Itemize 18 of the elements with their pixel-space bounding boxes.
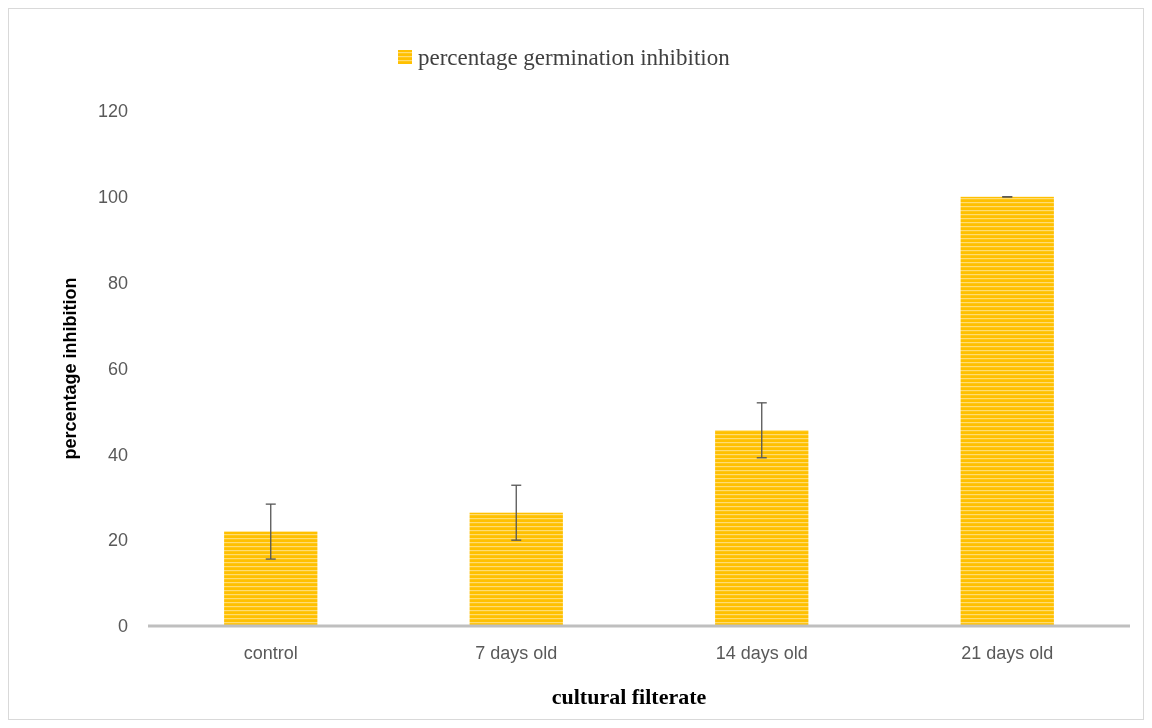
x-tick-label: 7 days old bbox=[475, 643, 558, 663]
x-axis-title: cultural filterate bbox=[551, 684, 707, 709]
x-tick-label: control bbox=[243, 643, 298, 663]
y-tick-label: 80 bbox=[107, 272, 128, 293]
legend-label: percentage germination inhibition bbox=[418, 45, 731, 71]
y-tick-label: 40 bbox=[107, 444, 128, 465]
bar bbox=[224, 531, 318, 626]
y-tick-label: 20 bbox=[107, 530, 128, 551]
x-tick-label: 21 days old bbox=[961, 643, 1054, 663]
y-tick-label: 120 bbox=[97, 101, 128, 122]
x-tick-label: 14 days old bbox=[715, 643, 808, 663]
y-axis-title: percentage inhibition bbox=[60, 277, 80, 460]
y-tick-label: 0 bbox=[117, 616, 128, 637]
bar bbox=[960, 196, 1054, 626]
y-tick-label: 100 bbox=[97, 187, 128, 208]
bar bbox=[715, 430, 809, 626]
y-tick-label: 60 bbox=[107, 358, 128, 379]
bar bbox=[469, 512, 563, 626]
